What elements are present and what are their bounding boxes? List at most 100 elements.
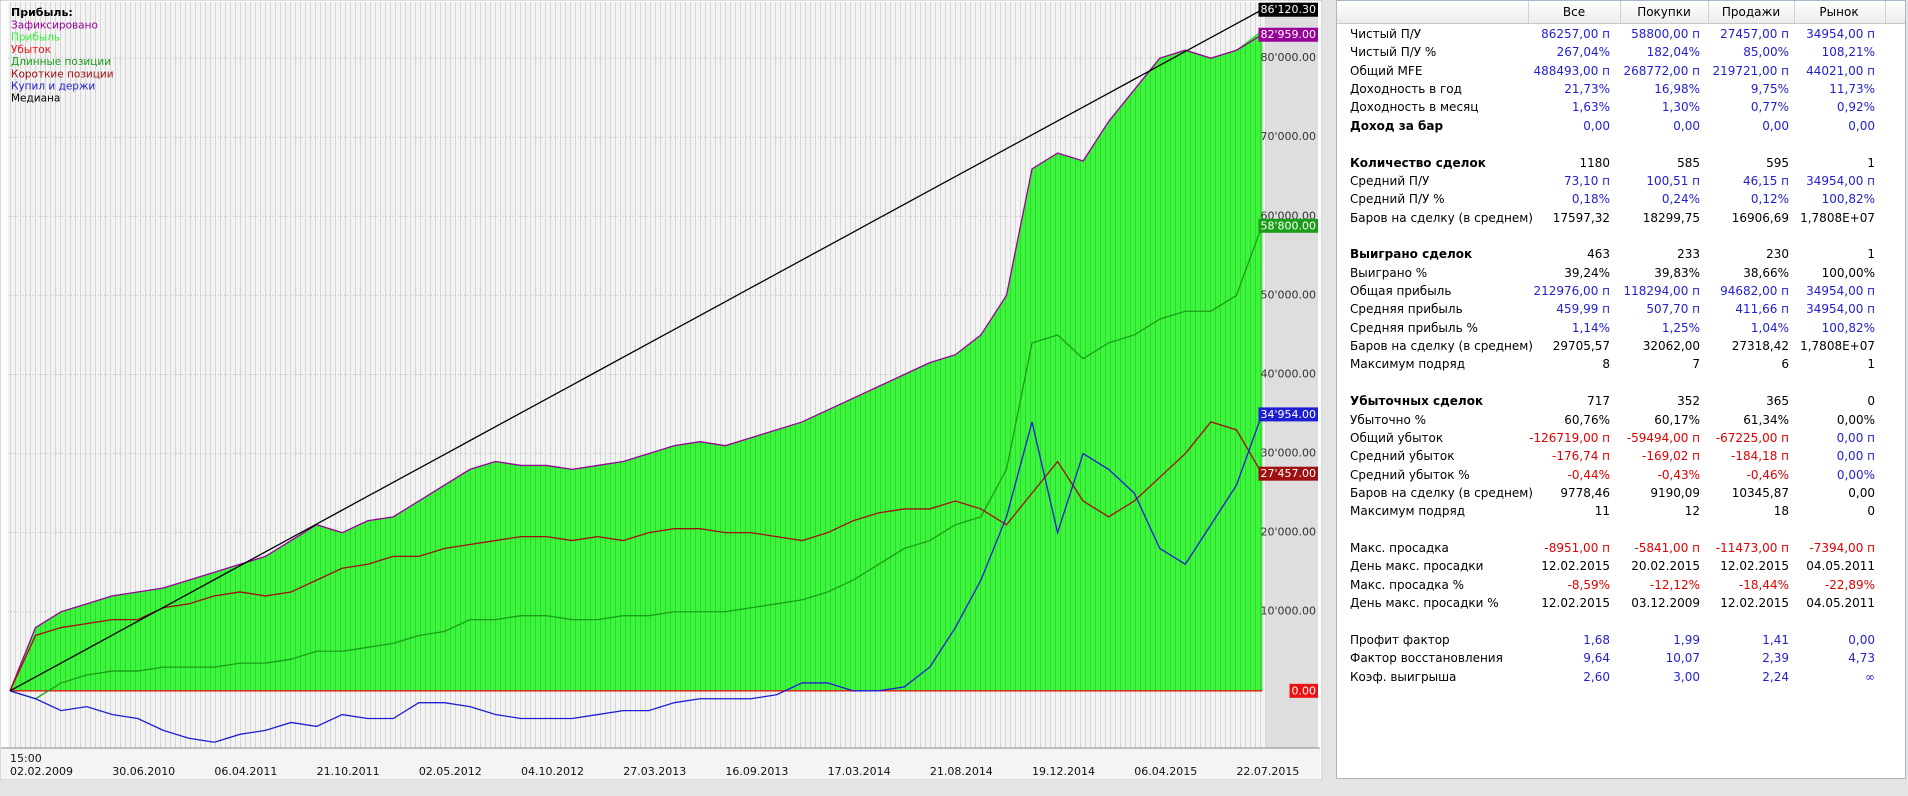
row-label: Средняя прибыль % [1350,320,1478,335]
value-cell: -0,43% [1657,467,1700,482]
row-label: Макс. просадка % [1350,577,1465,592]
row-label: Коэф. выигрыша [1350,669,1457,684]
x-tick-label: 30.06.2010 [112,765,175,778]
value-cell: 1,14% [1571,320,1610,335]
value-cell: 0,00% [1836,412,1875,427]
value-cell: 118294,00 п [1623,284,1700,299]
value-cell: 0,18% [1571,192,1610,207]
header-separator [1794,1,1795,23]
value-cell: 27457,00 п [1720,27,1789,41]
value-cell: 100,82% [1821,320,1875,335]
y-tick-label: 30'000.00 [1260,447,1316,460]
row-label: Количество сделок [1350,155,1486,170]
value-cell: 44021,00 п [1806,63,1875,78]
value-cell: 0,00 [1762,118,1789,133]
chart: 10'000.00 20'000.00 30'000.00 40'000.00 50'0… [0,0,1322,780]
value-cell: 108,21% [1821,45,1875,60]
value-cell: 10345,87 [1731,486,1789,500]
x-tick-label: 19.12.2014 [1032,765,1095,778]
value-cell: 0,00 п [1836,449,1875,464]
end-label-bg [1258,2,1318,17]
row-label: День макс. просадки [1350,559,1484,574]
row-label: Средний убыток [1350,449,1455,464]
value-cell: 61,34% [1743,412,1789,427]
value-cell: 21,73% [1564,82,1610,97]
value-cell: 230 [1766,247,1789,262]
stats-panel: Все Покупки Продажи Рынок Чистый П/У 86257,00… [1336,0,1906,779]
y-tick-label: 80'000.00 [1260,51,1316,64]
value-cell: 3,00 [1673,669,1700,684]
end-label-bg [1258,466,1318,481]
legend-entry: Длинные позиции [11,56,111,68]
series-line [9,9,1263,692]
value-cell: -0,46% [1746,467,1789,482]
value-cell: 365 [1766,394,1789,409]
value-cell: 1,99 [1673,632,1700,647]
x-tick-label: 06.04.2011 [214,765,277,778]
column-header: Все [1562,5,1586,19]
y-tick-label: 20'000.00 [1260,526,1316,539]
value-cell: 267,04% [1556,45,1610,60]
value-cell: 1,04% [1750,320,1789,335]
y-tick-label: 50'000.00 [1260,288,1316,301]
x-axis-area [1,748,1320,779]
value-cell: 18 [1773,504,1789,519]
end-label: 82'959.00 [1260,28,1316,41]
value-cell: 04.05.2011 [1806,559,1875,574]
row-label: Чистый П/У [1350,27,1422,41]
value-cell: 10,07 [1665,651,1700,666]
row-label: Средний убыток % [1350,467,1470,482]
value-cell: 1,63% [1571,100,1610,115]
value-cell: 03.12.2009 [1631,596,1700,611]
value-cell: 9190,09 [1650,486,1700,500]
row-label: Доходность в год [1350,82,1462,97]
row-label: Макс. просадка [1350,541,1449,556]
value-cell: 1,7808E+07 [1800,210,1875,225]
x-tick-label: 21.10.2011 [317,765,380,778]
value-cell: 1 [1867,155,1875,170]
value-cell: 29705,57 [1552,339,1610,354]
end-label: 86'120.30 [1260,3,1316,16]
value-cell: 233 [1677,247,1700,262]
series-line [9,34,1263,692]
value-cell: 16906,69 [1731,210,1789,225]
value-cell: 585 [1677,155,1700,170]
legend-entry: Медиана [11,93,60,105]
value-cell: 20.02.2015 [1631,559,1700,574]
value-cell: 12.02.2015 [1541,596,1610,611]
value-cell: 463 [1587,247,1610,262]
value-cell: 507,70 п [1646,302,1700,317]
value-cell: 12.02.2015 [1720,596,1789,611]
value-cell: 0 [1867,504,1875,519]
value-cell: 100,82% [1821,192,1875,207]
value-cell: 717 [1587,394,1610,409]
row-label: Доходность в месяц [1350,100,1479,115]
value-cell: 12.02.2015 [1541,559,1610,574]
value-cell: 1,30% [1661,100,1700,115]
series-line [9,414,1263,743]
value-cell: 86257,00 п [1541,27,1610,41]
header-separator [1620,1,1621,23]
row-label: Чистый П/У % [1350,45,1437,60]
value-cell: 0,00% [1836,467,1875,482]
value-cell: -184,18 п [1731,449,1789,464]
value-cell: -18,44% [1738,577,1789,592]
value-cell: 0,92% [1836,100,1875,115]
x-tick-label: 22.07.2015 [1236,765,1299,778]
value-cell: 1 [1867,247,1875,262]
column-header: Продажи [1721,5,1781,19]
value-cell: 2,24 [1762,669,1789,684]
value-cell: 39,83% [1654,265,1700,280]
header-separator [1885,1,1886,23]
row-label: Убыточно % [1350,412,1427,427]
value-cell: 38,66% [1743,265,1789,280]
row-label: Фактор восстановления [1350,651,1503,666]
row-label: Общая прибыль [1350,284,1452,299]
value-cell: 1,7808E+07 [1800,339,1875,354]
value-cell: 1 [1867,357,1875,372]
value-cell: 0,00 [1848,632,1875,647]
value-cell: 6 [1781,357,1789,372]
row-label: Доход за бар [1350,118,1444,133]
header-separator [1528,1,1529,23]
